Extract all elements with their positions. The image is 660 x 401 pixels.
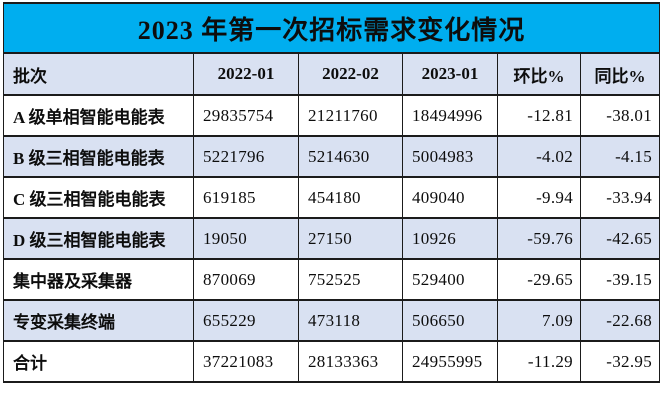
title-row: 2023 年第一次招标需求变化情况 [2, 2, 660, 54]
row-label: 合计 [3, 340, 194, 383]
cell-mom-pct: -59.76 [497, 217, 581, 260]
row-label: C 级三相智能电能表 [3, 176, 194, 219]
cell-mom-pct: 7.09 [497, 299, 581, 342]
cell-yoy-pct: -32.95 [579, 340, 660, 383]
cell-yoy-pct: -38.01 [579, 94, 660, 137]
table-row: 集中器及采集器 870069 752525 529400 -29.65 -39.… [3, 258, 660, 301]
row-label: A 级单相智能电能表 [3, 94, 194, 137]
cell-mom-pct: -4.02 [497, 135, 581, 178]
cell-2023-01: 24955995 [402, 340, 498, 383]
table-body: A 级单相智能电能表 29835754 21211760 18494996 -1… [3, 94, 660, 383]
row-label: 专变采集终端 [3, 299, 194, 342]
cell-2022-02: 752525 [298, 258, 403, 301]
cell-2023-01: 18494996 [402, 94, 498, 137]
demand-change-table: 2023 年第一次招标需求变化情况 批次 2022-01 2022-02 202… [2, 2, 660, 383]
cell-2022-02: 28133363 [298, 340, 403, 383]
cell-mom-pct: -12.81 [497, 94, 581, 137]
cell-2022-01: 19050 [193, 217, 299, 260]
row-label: 集中器及采集器 [3, 258, 194, 301]
table-row: A 级单相智能电能表 29835754 21211760 18494996 -1… [3, 94, 660, 137]
cell-2022-02: 454180 [298, 176, 403, 219]
cell-yoy-pct: -4.15 [579, 135, 660, 178]
table-row: 专变采集终端 655229 473118 506650 7.09 -22.68 [3, 299, 660, 342]
cell-2022-01: 619185 [193, 176, 299, 219]
cell-2022-01: 37221083 [193, 340, 299, 383]
table-row: D 级三相智能电能表 19050 27150 10926 -59.76 -42.… [3, 217, 660, 260]
header-row: 批次 2022-01 2022-02 2023-01 环比% 同比% [3, 52, 660, 96]
cell-2022-01: 29835754 [193, 94, 299, 137]
cell-yoy-pct: -33.94 [579, 176, 660, 219]
cell-yoy-pct: -42.65 [579, 217, 660, 260]
table-row: B 级三相智能电能表 5221796 5214630 5004983 -4.02… [3, 135, 660, 178]
demand-change-table-container: 2023 年第一次招标需求变化情况 批次 2022-01 2022-02 202… [2, 2, 660, 383]
cell-2022-02: 27150 [298, 217, 403, 260]
column-header-mom-pct: 环比% [497, 52, 581, 96]
table-title: 2023 年第一次招标需求变化情况 [2, 2, 660, 54]
cell-mom-pct: -11.29 [497, 340, 581, 383]
table-row: C 级三相智能电能表 619185 454180 409040 -9.94 -3… [3, 176, 660, 219]
cell-2022-02: 473118 [298, 299, 403, 342]
column-header-2022-01: 2022-01 [193, 52, 299, 96]
table-row: 合计 37221083 28133363 24955995 -11.29 -32… [3, 340, 660, 383]
cell-2022-01: 5221796 [193, 135, 299, 178]
cell-2023-01: 506650 [402, 299, 498, 342]
cell-2023-01: 529400 [402, 258, 498, 301]
cell-2023-01: 5004983 [402, 135, 498, 178]
cell-2022-02: 21211760 [298, 94, 403, 137]
column-header-2023-01: 2023-01 [402, 52, 498, 96]
cell-mom-pct: -29.65 [497, 258, 581, 301]
row-label: B 级三相智能电能表 [3, 135, 194, 178]
column-header-2022-02: 2022-02 [298, 52, 403, 96]
row-label: D 级三相智能电能表 [3, 217, 194, 260]
column-header-batch: 批次 [3, 52, 194, 96]
cell-yoy-pct: -22.68 [579, 299, 660, 342]
cell-2022-01: 655229 [193, 299, 299, 342]
cell-2022-01: 870069 [193, 258, 299, 301]
cell-mom-pct: -9.94 [497, 176, 581, 219]
cell-2023-01: 10926 [402, 217, 498, 260]
column-header-yoy-pct: 同比% [579, 52, 660, 96]
cell-2023-01: 409040 [402, 176, 498, 219]
cell-2022-02: 5214630 [298, 135, 403, 178]
cell-yoy-pct: -39.15 [579, 258, 660, 301]
